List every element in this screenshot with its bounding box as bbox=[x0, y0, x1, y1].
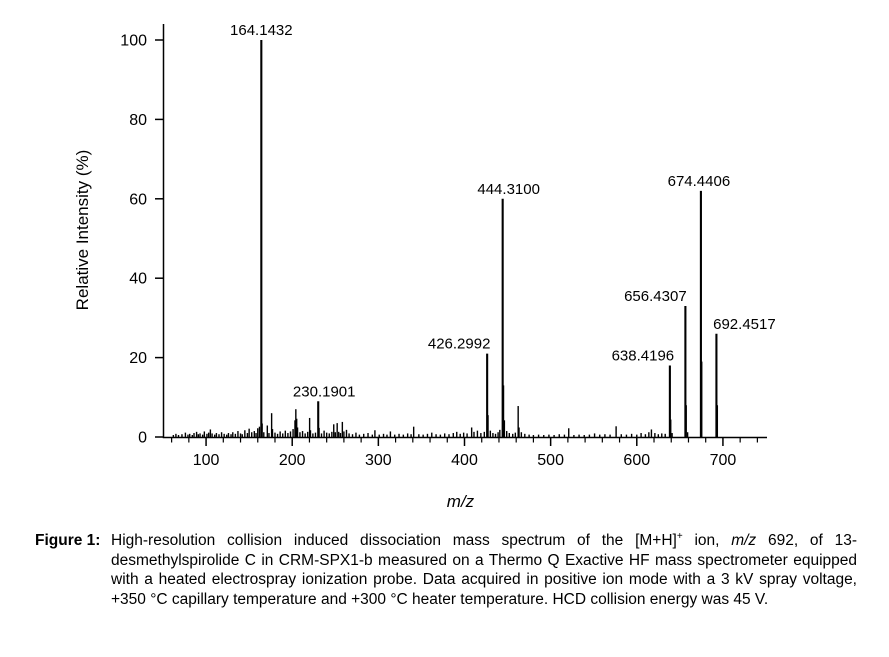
caption-superscript: + bbox=[676, 530, 683, 542]
y-axis-tick-label: 20 bbox=[129, 350, 147, 367]
caption-italic-mz: m/z bbox=[731, 532, 757, 549]
x-axis-tick-label: 400 bbox=[451, 452, 478, 469]
peak-label: 674.4406 bbox=[668, 173, 731, 190]
y-axis-tick-label: 40 bbox=[129, 271, 147, 288]
peak-label: 656.4307 bbox=[624, 288, 687, 305]
caption-text-run: ion, bbox=[682, 532, 732, 549]
mass-spectrum-chart: 100 200 300 400 500 600 700 0 20 40 60 80 100 Relativ… bbox=[73, 22, 776, 511]
x-axis-title: m/z bbox=[447, 492, 475, 511]
peak-label: 230.1901 bbox=[293, 383, 356, 400]
y-axis-tick-label: 100 bbox=[120, 33, 147, 50]
caption-text-run: High-resolution collision induced dissoc… bbox=[111, 532, 677, 549]
x-axis-tick-label: 500 bbox=[537, 452, 564, 469]
peak-label: 692.4517 bbox=[713, 316, 776, 333]
x-axis-tick-label: 200 bbox=[279, 452, 306, 469]
peak-label: 638.4196 bbox=[612, 348, 675, 365]
figure-caption: Figure 1: High-resolution collision indu… bbox=[35, 531, 857, 609]
x-axis-tick-label: 100 bbox=[193, 452, 220, 469]
peak-label: 444.3100 bbox=[477, 181, 540, 198]
caption-text-run: 692, of 13-desmethylspirolide C in CRM-S… bbox=[111, 532, 857, 608]
x-axis-tick-label: 300 bbox=[365, 452, 392, 469]
figure-caption-text: High-resolution collision induced dissoc… bbox=[111, 531, 857, 609]
peak-label: 164.1432 bbox=[230, 22, 293, 39]
y-axis-tick-label: 80 bbox=[129, 112, 147, 129]
figure-caption-label: Figure 1: bbox=[35, 532, 101, 549]
x-axis-tick-label: 700 bbox=[710, 452, 737, 469]
x-axis-tick-label: 600 bbox=[623, 452, 650, 469]
y-axis-tick-label: 0 bbox=[138, 430, 147, 447]
y-axis-tick-label: 60 bbox=[129, 191, 147, 208]
y-axis-title: Relative Intensity (%) bbox=[73, 150, 92, 311]
peak-label: 426.2992 bbox=[428, 336, 491, 353]
spectrum-plot: 100 200 300 400 500 600 700 0 20 40 60 80 100 Relativ… bbox=[73, 22, 776, 511]
